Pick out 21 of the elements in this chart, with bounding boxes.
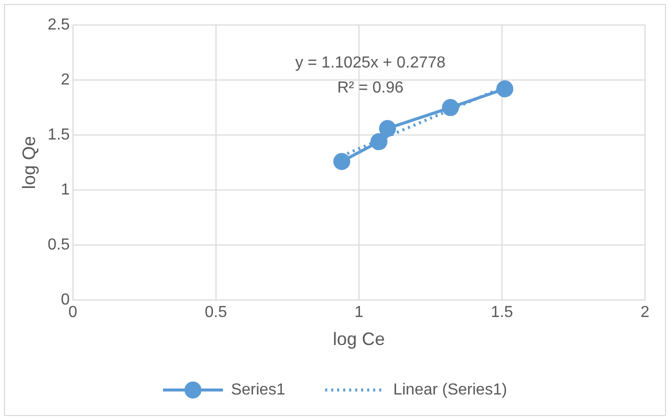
point <box>496 80 514 98</box>
y-tick-label: 1.5 <box>48 126 70 144</box>
annotation: R² = 0.96 <box>337 79 404 96</box>
x-axis-title: log Ce <box>332 329 385 350</box>
x-tick-label: 1.5 <box>490 304 514 322</box>
legend-label: Linear (Series1) <box>393 381 508 398</box>
point <box>379 120 396 137</box>
point <box>370 133 388 150</box>
legend-label: Series1 <box>230 381 286 398</box>
y-tick-label: 2.5 <box>48 16 70 34</box>
point <box>442 99 459 116</box>
y-tick-label: 0.5 <box>48 236 70 254</box>
x-tick-label: 2 <box>640 304 650 322</box>
point <box>333 153 350 170</box>
y-axis-title: log Qe <box>18 136 39 190</box>
y-tick-label: 1 <box>60 182 70 199</box>
y-tick-label: 2 <box>60 71 70 88</box>
x-tick-label: 0.5 <box>204 304 228 322</box>
y-tick-label: 0 <box>60 292 70 309</box>
x-tick-label: 1 <box>354 304 364 322</box>
annotation: y = 1.1025x + 0.2778 <box>295 54 446 72</box>
